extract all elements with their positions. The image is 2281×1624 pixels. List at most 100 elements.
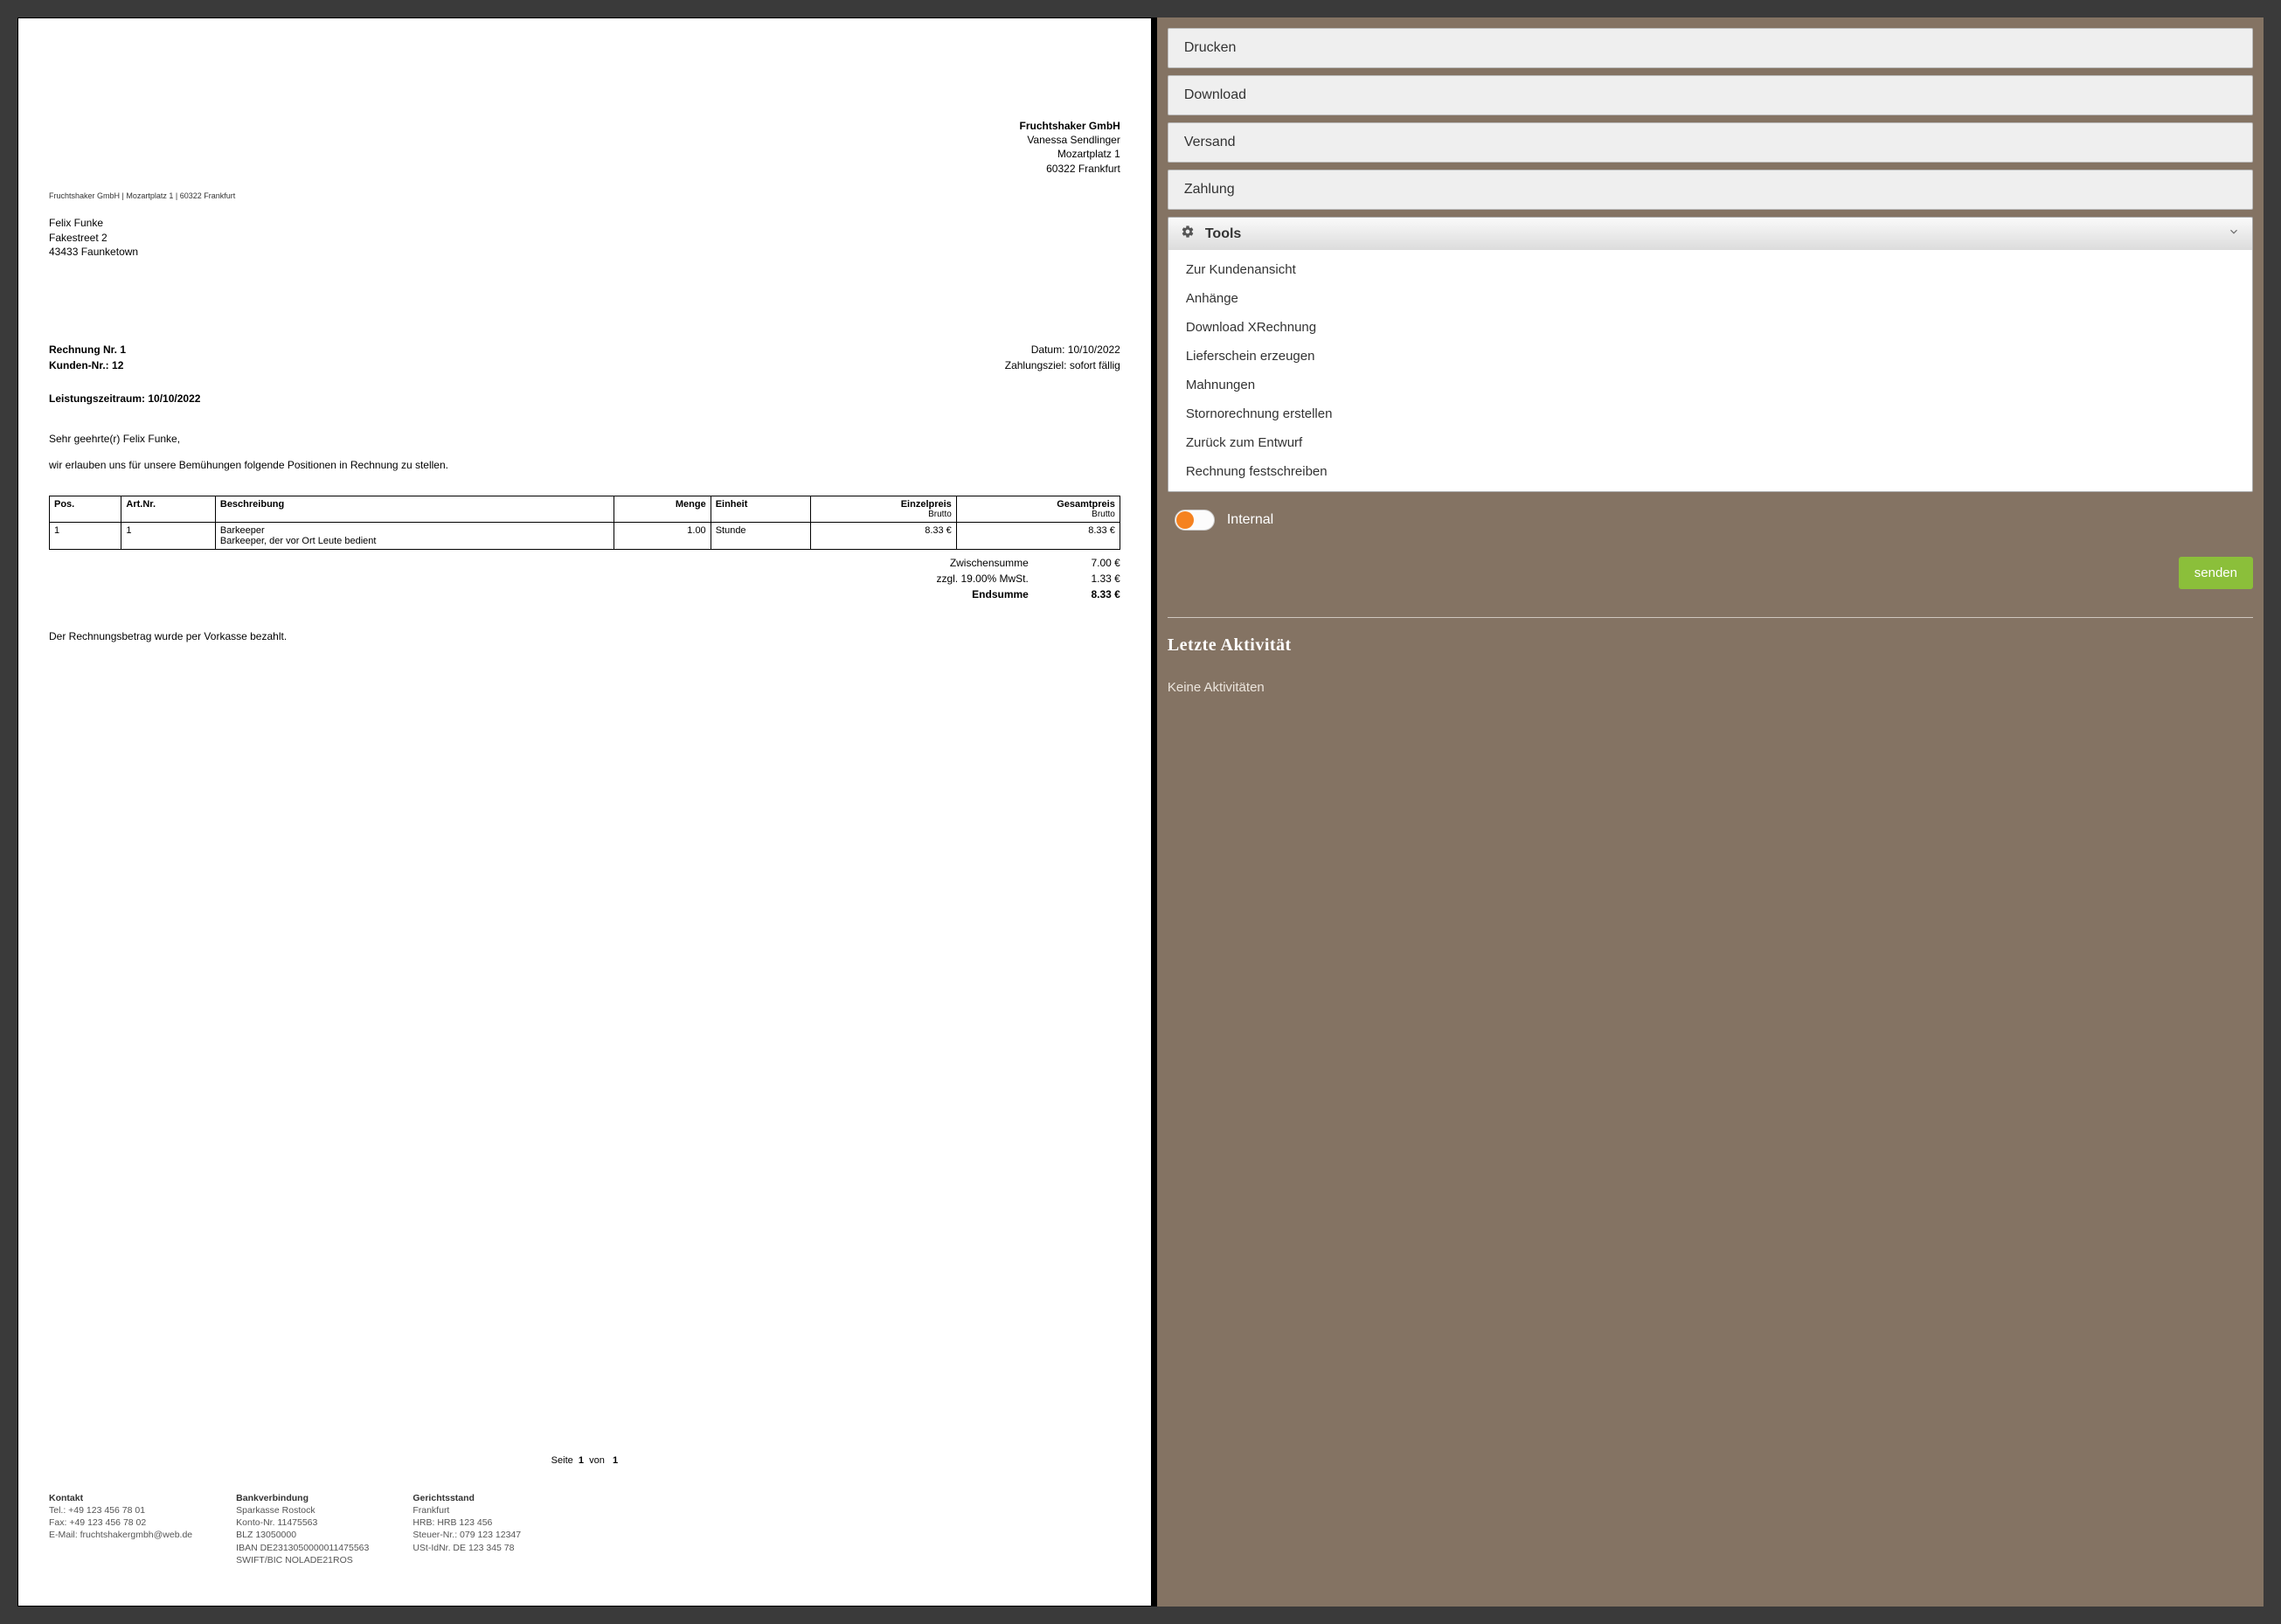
invoice-no-label: Rechnung Nr.	[49, 344, 117, 356]
cell-total: 8.33 €	[956, 522, 1120, 549]
footer-email: E-Mail: fruchtshakergmbh@web.de	[49, 1529, 192, 1541]
footer-legal-city: Frankfurt	[413, 1504, 521, 1516]
footer-bank-bic: SWIFT/BIC NOLADE21ROS	[236, 1554, 369, 1566]
document-footer: Kontakt Tel.: +49 123 456 78 01 Fax: +49…	[49, 1492, 1120, 1593]
subtotal-value: 7.00 €	[1064, 557, 1120, 569]
col-unitprice: Einzelpreis Brutto	[811, 496, 956, 522]
chevron-down-icon	[2228, 226, 2240, 242]
footer-legal-title: Gerichtsstand	[413, 1492, 521, 1504]
page-current: 1	[579, 1455, 584, 1466]
internal-toggle-label: Internal	[1227, 512, 1273, 528]
sender-line: Fruchtshaker GmbH | Mozartplatz 1 | 6032…	[49, 191, 1120, 200]
period-label: Leistungszeitraum:	[49, 392, 145, 405]
tool-customer-view[interactable]: Zur Kundenansicht	[1168, 255, 2252, 284]
vat-label: zzgl. 19.00% MwSt.	[936, 573, 1028, 585]
cell-unit: Stunde	[711, 522, 811, 549]
cell-pos: 1	[50, 522, 121, 549]
tools-title: Tools	[1205, 226, 1241, 242]
recipient-city: 43433 Faunketown	[49, 245, 1120, 260]
footer-bank-title: Bankverbindung	[236, 1492, 369, 1504]
activity-none: Keine Aktivitäten	[1168, 680, 2253, 695]
invoice-meta-right: Datum: 10/10/2022 Zahlungsziel: sofort f…	[1005, 343, 1120, 373]
table-header-row: Pos. Art.Nr. Beschreibung Menge Einheit …	[50, 496, 1120, 522]
grand-label: Endsumme	[972, 588, 1029, 600]
send-row: senden	[1168, 557, 2253, 589]
cell-artnr: 1	[121, 522, 215, 549]
footer-legal-hrb: HRB: HRB 123 456	[413, 1516, 521, 1529]
invoice-meta-left: Rechnung Nr. 1 Kunden-Nr.: 12	[49, 343, 126, 373]
company-header: Fruchtshaker GmbH Vanessa Sendlinger Moz…	[49, 119, 1120, 176]
footer-bank: Bankverbindung Sparkasse Rostock Konto-N…	[236, 1492, 369, 1566]
page-total: 1	[613, 1455, 618, 1466]
tools-header[interactable]: Tools	[1168, 217, 2253, 250]
gear-icon	[1181, 225, 1195, 243]
tool-finalize[interactable]: Rechnung festschreiben	[1168, 457, 2252, 486]
cell-qty: 1.00	[614, 522, 711, 549]
footer-bank-konto: Konto-Nr. 11475563	[236, 1516, 369, 1529]
company-city: 60322 Frankfurt	[49, 162, 1120, 176]
customer-no: 12	[112, 359, 123, 371]
internal-toggle[interactable]	[1175, 510, 1215, 531]
tool-cancel-invoice[interactable]: Stornorechnung erstellen	[1168, 399, 2252, 428]
col-artnr: Art.Nr.	[121, 496, 215, 522]
footer-bank-blz: BLZ 13050000	[236, 1529, 369, 1541]
recipient-street: Fakestreet 2	[49, 231, 1120, 246]
invoice-meta: Rechnung Nr. 1 Kunden-Nr.: 12 Datum: 10/…	[49, 343, 1120, 373]
col-total-label: Gesamtpreis	[1057, 499, 1115, 510]
footer-tel: Tel.: +49 123 456 78 01	[49, 1504, 192, 1516]
tools-list: Zur Kundenansicht Anhänge Download XRech…	[1168, 250, 2253, 492]
recipient-name: Felix Funke	[49, 216, 1120, 231]
side-divider	[1168, 617, 2253, 618]
grand-value: 8.33 €	[1064, 588, 1120, 600]
table-row: 11BarkeeperBarkeeper, der vor Ort Leute …	[50, 522, 1120, 549]
tool-attachments[interactable]: Anhänge	[1168, 284, 2252, 313]
tool-back-to-draft[interactable]: Zurück zum Entwurf	[1168, 428, 2252, 457]
company-street: Mozartplatz 1	[49, 147, 1120, 161]
tool-xrechnung[interactable]: Download XRechnung	[1168, 313, 2252, 342]
col-unitprice-label: Einzelpreis	[901, 499, 952, 510]
col-qty: Menge	[614, 496, 711, 522]
date-label: Datum:	[1031, 344, 1065, 356]
page-prefix: Seite	[551, 1455, 573, 1466]
footer-fax: Fax: +49 123 456 78 02	[49, 1516, 192, 1529]
vat-value: 1.33 €	[1064, 573, 1120, 585]
salutation: Sehr geehrte(r) Felix Funke,	[49, 433, 1120, 445]
footer-contact: Kontakt Tel.: +49 123 456 78 01 Fax: +49…	[49, 1492, 192, 1566]
intro-text: wir erlauben uns für unsere Bemühungen f…	[49, 459, 1120, 471]
invoice-no: 1	[120, 344, 126, 356]
send-button[interactable]: senden	[2179, 557, 2253, 589]
col-unitprice-sub: Brutto	[815, 510, 951, 519]
page-sep: von	[589, 1455, 605, 1466]
app-root: Fruchtshaker GmbH Vanessa Sendlinger Moz…	[17, 17, 2264, 1607]
activity-title: Letzte Aktivität	[1168, 635, 2253, 656]
due-value: sofort fällig	[1070, 359, 1120, 371]
col-total-sub: Brutto	[961, 510, 1115, 519]
cell-desc: BarkeeperBarkeeper, der vor Ort Leute be…	[215, 522, 614, 549]
company-contact: Vanessa Sendlinger	[49, 133, 1120, 147]
accordion-print[interactable]: Drucken	[1168, 28, 2253, 68]
footer-legal-vatid: USt-IdNr. DE 123 345 78	[413, 1542, 521, 1554]
tool-delivery-note[interactable]: Lieferschein erzeugen	[1168, 342, 2252, 371]
side-panel: Drucken Download Versand Zahlung Tools Z…	[1157, 17, 2264, 1607]
accordion-shipping[interactable]: Versand	[1168, 122, 2253, 163]
payment-note: Der Rechnungsbetrag wurde per Vorkasse b…	[49, 630, 1120, 642]
company-name: Fruchtshaker GmbH	[49, 119, 1120, 133]
recipient-block: Felix Funke Fakestreet 2 43433 Faunketow…	[49, 216, 1120, 260]
col-total: Gesamtpreis Brutto	[956, 496, 1120, 522]
accordion-payment[interactable]: Zahlung	[1168, 170, 2253, 210]
footer-legal: Gerichtsstand Frankfurt HRB: HRB 123 456…	[413, 1492, 521, 1566]
period-value: 10/10/2022	[148, 392, 200, 405]
document-preview: Fruchtshaker GmbH Vanessa Sendlinger Moz…	[17, 17, 1152, 1607]
line-items-table: Pos. Art.Nr. Beschreibung Menge Einheit …	[49, 496, 1120, 550]
accordion-download[interactable]: Download	[1168, 75, 2253, 115]
footer-contact-title: Kontakt	[49, 1492, 192, 1504]
toggle-knob	[1176, 511, 1194, 529]
col-unit: Einheit	[711, 496, 811, 522]
tool-reminders[interactable]: Mahnungen	[1168, 371, 2252, 399]
footer-bank-name: Sparkasse Rostock	[236, 1504, 369, 1516]
pagination: Seite 1 von 1	[49, 1455, 1120, 1466]
totals-block: Zwischensumme 7.00 € zzgl. 19.00% MwSt. …	[49, 555, 1120, 602]
col-pos: Pos.	[50, 496, 121, 522]
footer-bank-iban: IBAN DE2313050000011475563	[236, 1542, 369, 1554]
internal-toggle-row: Internal	[1168, 504, 2253, 536]
